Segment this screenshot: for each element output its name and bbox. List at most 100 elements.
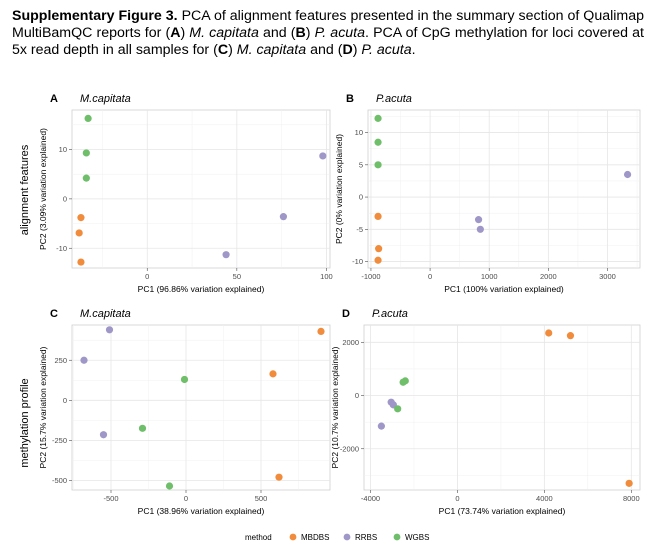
point-mbdbs — [269, 370, 277, 378]
panel-c: C M.capitata -500 0 500 -500 -250 0 250 PC1 (38.9… — [38, 308, 331, 516]
point-wgbs — [374, 161, 382, 169]
tick-label-y: 0 — [359, 193, 363, 202]
point-rrbs — [474, 216, 483, 224]
point-mbdbs — [77, 214, 85, 222]
point-mbdbs — [317, 327, 325, 336]
x-axis-label: PC1 (100% variation explained) — [444, 284, 564, 294]
panel-d: D P.acuta -4000 0 4000 8000 -2000 0 2000 PC1 (73.… — [330, 308, 641, 516]
x-axis-label: PC1 (38.96% variation explained) — [138, 506, 265, 516]
caption-text: . PCA of CpG methylation for loci covere… — [12, 25, 644, 58]
panel-a: A M.capitata 0 50 100 -10 0 10 PC1 (96.86% varia… — [38, 93, 333, 294]
point-mbdbs — [75, 229, 83, 237]
caption-text: PCA of alignment features presented in t… — [12, 8, 645, 41]
tick-label-x: 0 — [145, 272, 149, 281]
caption-letter-b: B — [295, 25, 306, 41]
point-mbdbs — [77, 258, 85, 266]
point-rrbs — [99, 431, 108, 439]
legend-key-mbdbs — [289, 533, 297, 541]
tick-label-x: 0 — [184, 494, 188, 503]
tick-label-x: 0 — [428, 272, 432, 281]
point-mbdbs — [374, 212, 382, 221]
panel-letter: C — [50, 308, 58, 320]
point-rrbs — [222, 251, 230, 259]
point-rrbs — [623, 170, 632, 179]
legend-key-wgbs — [393, 533, 401, 541]
panel-letter: A — [50, 93, 58, 105]
point-wgbs — [374, 138, 382, 146]
tick-label-x: 2000 — [540, 272, 557, 281]
point-mbdbs — [275, 473, 283, 481]
tick-label-y: -500 — [52, 476, 67, 485]
point-rrbs — [319, 152, 327, 160]
tick-label-x: -4000 — [361, 494, 380, 503]
caption-species: P. acuta — [314, 25, 366, 41]
y-axis-label: PC2 (0% variation explained) — [334, 134, 344, 244]
legend-key-rrbs — [343, 533, 351, 541]
panel-title: M.capitata — [80, 308, 131, 320]
tick-label-y: -10 — [352, 257, 363, 266]
tick-label-y: 5 — [359, 160, 363, 169]
tick-label-y: -10 — [56, 244, 67, 253]
plot-area — [367, 109, 641, 269]
y-axis-label: PC2 (10.7% variation explained) — [330, 346, 340, 468]
tick-label-x: 500 — [255, 494, 268, 503]
panel-title: P.acuta — [376, 93, 412, 105]
point-wgbs — [82, 149, 90, 157]
point-mbdbs — [566, 332, 575, 340]
caption-text: and ( — [258, 25, 296, 41]
point-rrbs — [105, 326, 114, 334]
tick-label-y: 2000 — [342, 338, 359, 347]
caption-text: ) — [305, 25, 315, 41]
legend-label-mbdbs: MBDBS — [301, 533, 329, 542]
tick-label-x: -500 — [103, 494, 118, 503]
plot-area — [71, 324, 331, 491]
point-mbdbs — [625, 479, 633, 487]
point-rrbs — [279, 213, 288, 221]
plot-area — [71, 109, 331, 269]
caption-text: ) — [228, 42, 237, 58]
tick-label-y: 0 — [63, 396, 67, 405]
point-wgbs — [180, 375, 189, 384]
point-wgbs — [165, 482, 174, 490]
legend-label-wgbs: WGBS — [405, 533, 429, 542]
caption-text: ) — [352, 42, 362, 58]
y-axis-label: PC2 (15.7% variation explained) — [38, 346, 48, 468]
figure-caption: Supplementary Figure 3. PCA of alignment… — [12, 8, 644, 59]
legend: method MBDBS RRBS WGBS — [245, 533, 429, 542]
point-rrbs — [476, 225, 484, 233]
row-label-methylation-profile: methylation profile — [19, 378, 31, 467]
y-axis-label: PC2 (3.09% variation explained) — [38, 128, 48, 250]
point-wgbs — [401, 377, 409, 385]
panel-letter: D — [342, 308, 350, 320]
panel-letter: B — [346, 93, 354, 105]
point-rrbs — [377, 422, 385, 430]
panel-b: B P.acuta -1000 0 1000 2000 3000 -10 -5 0 5 10 PC1 (… — [334, 93, 641, 294]
tick-label-y: 0 — [63, 194, 67, 203]
legend-title: method — [245, 533, 272, 542]
caption-species: P. acuta — [361, 42, 412, 58]
point-wgbs — [84, 114, 92, 122]
caption-letter-c: C — [217, 42, 229, 58]
tick-label-y: 250 — [54, 356, 67, 365]
tick-label-x: 1000 — [481, 272, 498, 281]
panel-title: P.acuta — [372, 308, 408, 320]
caption-letter-d: D — [342, 42, 353, 58]
tick-label-y: 10 — [59, 145, 67, 154]
point-mbdbs — [375, 245, 383, 253]
point-wgbs — [82, 174, 90, 182]
caption-text: ) — [180, 25, 190, 41]
tick-label-y: 10 — [355, 128, 363, 137]
tick-label-x: 4000 — [536, 494, 553, 503]
point-wgbs — [394, 405, 402, 413]
legend-label-rrbs: RRBS — [355, 533, 377, 542]
tick-label-x: 3000 — [599, 272, 616, 281]
point-rrbs — [80, 356, 88, 364]
x-axis-label: PC1 (73.74% variation explained) — [439, 506, 566, 516]
caption-text: . — [411, 42, 416, 58]
caption-text: and ( — [306, 42, 343, 58]
tick-label-x: 50 — [233, 272, 241, 281]
tick-label-x: -1000 — [361, 272, 380, 281]
plot-area — [363, 324, 641, 491]
